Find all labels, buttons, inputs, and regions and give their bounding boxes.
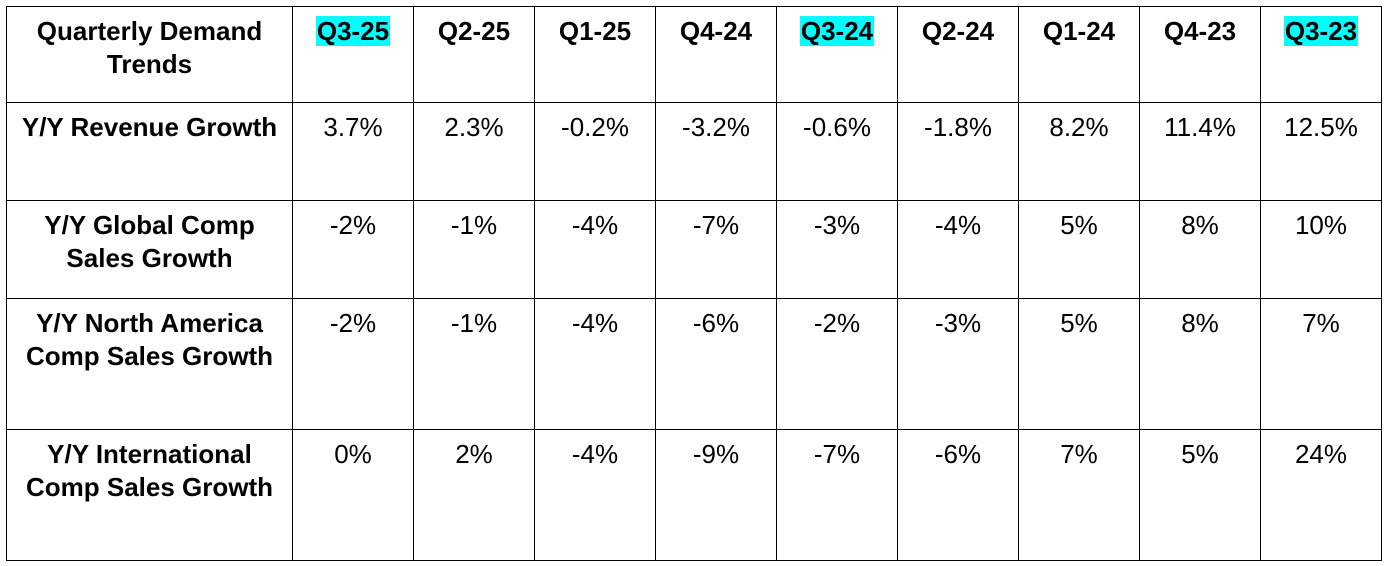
table-cell: -6% <box>655 298 777 430</box>
table-cell: -3.2% <box>655 102 777 201</box>
table-cell: 8% <box>1139 200 1261 299</box>
table-cell: -1% <box>413 200 535 299</box>
row-label: Y/Y International Comp Sales Growth <box>6 429 293 561</box>
table-cell: 24% <box>1260 429 1382 561</box>
header-label: Q1-25 <box>558 16 632 46</box>
table-cell: 8% <box>1139 298 1261 430</box>
table-cell: 2.3% <box>413 102 535 201</box>
row-label: Y/Y Global Comp Sales Growth <box>6 200 293 299</box>
table-cell: -0.2% <box>534 102 656 201</box>
table-cell: 7% <box>1260 298 1382 430</box>
table-cell: 0% <box>292 429 414 561</box>
column-header: Q3-25 <box>292 6 414 103</box>
table-cell: -1.8% <box>897 102 1019 201</box>
table-cell: -1% <box>413 298 535 430</box>
corner-label: Quarterly Demand Trends <box>6 6 293 103</box>
table-row: Y/Y North America Comp Sales Growth -2% … <box>6 298 1382 430</box>
table-cell: 12.5% <box>1260 102 1382 201</box>
table-cell: 8.2% <box>1018 102 1140 201</box>
table-cell: 5% <box>1139 429 1261 561</box>
header-label: Q4-23 <box>1163 16 1237 46</box>
table-cell: -4% <box>534 429 656 561</box>
table-cell: -4% <box>534 200 656 299</box>
demand-trends-table-wrapper: Quarterly Demand Trends Q3-25 Q2-25 Q1-2… <box>6 6 1382 561</box>
table-cell: 5% <box>1018 298 1140 430</box>
row-label: Y/Y Revenue Growth <box>6 102 293 201</box>
highlighted-header-label: Q3-24 <box>799 16 875 46</box>
table-cell: -2% <box>292 200 414 299</box>
highlighted-header-label: Q3-23 <box>1283 16 1359 46</box>
column-header: Q3-23 <box>1260 6 1382 103</box>
table-cell: 3.7% <box>292 102 414 201</box>
column-header: Q2-24 <box>897 6 1019 103</box>
column-header: Q1-25 <box>534 6 656 103</box>
header-label: Q2-25 <box>437 16 511 46</box>
header-label: Q1-24 <box>1042 16 1116 46</box>
header-label: Q4-24 <box>679 16 753 46</box>
table-cell: -4% <box>534 298 656 430</box>
column-header: Q3-24 <box>776 6 898 103</box>
table-cell: -3% <box>776 200 898 299</box>
table-cell: -2% <box>292 298 414 430</box>
table-cell: 11.4% <box>1139 102 1261 201</box>
table-cell: 10% <box>1260 200 1382 299</box>
highlighted-header-label: Q3-25 <box>315 16 391 46</box>
table-cell: 2% <box>413 429 535 561</box>
table-cell: -9% <box>655 429 777 561</box>
table-cell: -2% <box>776 298 898 430</box>
table-row: Y/Y International Comp Sales Growth 0% 2… <box>6 429 1382 561</box>
row-label: Y/Y North America Comp Sales Growth <box>6 298 293 430</box>
table-cell: 5% <box>1018 200 1140 299</box>
table-row: Y/Y Revenue Growth 3.7% 2.3% -0.2% -3.2%… <box>6 102 1382 201</box>
table-cell: -3% <box>897 298 1019 430</box>
table-cell: -0.6% <box>776 102 898 201</box>
table-cell: 7% <box>1018 429 1140 561</box>
header-label: Q2-24 <box>921 16 995 46</box>
table-row: Y/Y Global Comp Sales Growth -2% -1% -4%… <box>6 200 1382 299</box>
column-header: Q1-24 <box>1018 6 1140 103</box>
column-header: Q4-23 <box>1139 6 1261 103</box>
table-cell: -4% <box>897 200 1019 299</box>
column-header: Q4-24 <box>655 6 777 103</box>
table-cell: -7% <box>776 429 898 561</box>
column-header: Q2-25 <box>413 6 535 103</box>
quarterly-demand-trends-table: Quarterly Demand Trends Q3-25 Q2-25 Q1-2… <box>6 6 1382 561</box>
header-row: Quarterly Demand Trends Q3-25 Q2-25 Q1-2… <box>6 6 1382 103</box>
table-cell: -7% <box>655 200 777 299</box>
table-cell: -6% <box>897 429 1019 561</box>
